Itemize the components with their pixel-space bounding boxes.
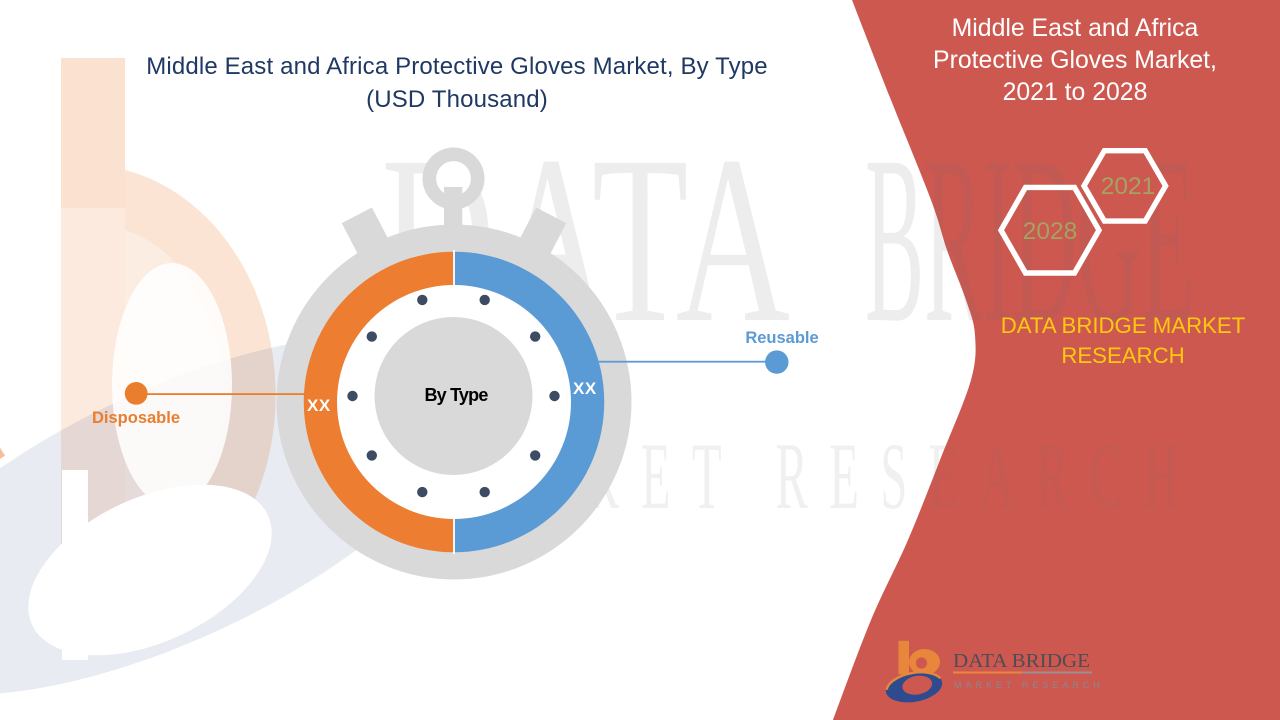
svg-text:MARKET RESEARCH: MARKET RESEARCH (954, 680, 1104, 690)
svg-text:DATA BRIDGE: DATA BRIDGE (953, 650, 1090, 672)
